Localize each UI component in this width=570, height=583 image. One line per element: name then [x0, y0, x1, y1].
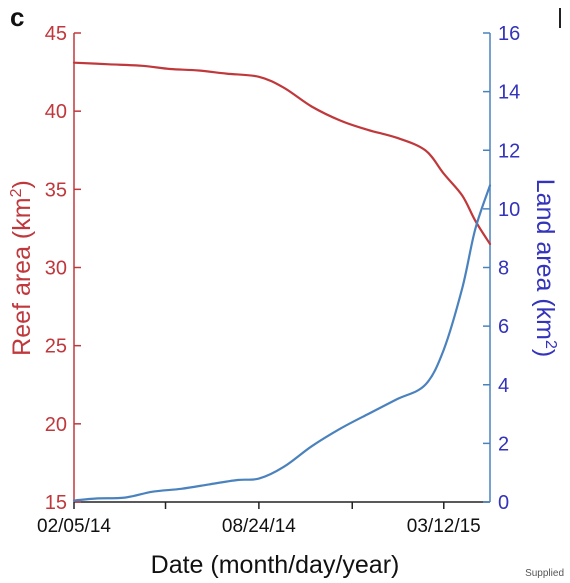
x-tick-label: 08/24/14 [222, 516, 296, 537]
credit-text: Supplied [525, 568, 564, 579]
reef-area-line [72, 61, 492, 246]
left-y-axis-label-text: Reef area (km [8, 197, 36, 355]
right-y-tick-label: 16 [498, 23, 520, 45]
right-y-tick-label: 14 [498, 82, 520, 104]
x-tick-label: 02/05/14 [37, 516, 111, 537]
left-y-tick-label: 15 [45, 492, 67, 514]
right-y-axis-label-tail: ) [531, 349, 559, 357]
right-y-axis-label-sup: 2 [542, 340, 559, 349]
left-y-tick-label: 25 [45, 336, 67, 358]
right-y-tick-label: 12 [498, 140, 520, 162]
right-y-ticks: 0 2 4 6 8 10 12 14 16 [483, 23, 520, 514]
x-ticks: 02/05/14 08/24/14 03/12/15 [37, 502, 481, 537]
panel-label: c [10, 2, 25, 32]
right-y-tick-label: 2 [498, 433, 509, 455]
left-y-tick-label: 30 [45, 258, 67, 280]
left-y-ticks: 15 20 25 30 35 40 45 [45, 23, 81, 514]
left-y-tick-label: 45 [45, 23, 67, 45]
edge-mark [559, 8, 561, 28]
x-axis-label: Date (month/day/year) [151, 551, 400, 579]
right-y-tick-label: 0 [498, 492, 509, 514]
left-y-tick-label: 35 [45, 179, 67, 201]
left-y-axis-label-sup: 2 [8, 188, 25, 197]
right-y-axis-label: Land area (km2) [531, 179, 559, 357]
plot-area [73, 33, 491, 503]
left-y-tick-label: 20 [45, 414, 67, 436]
right-y-axis-label-text: Land area (km [531, 179, 559, 340]
series-layer [72, 61, 492, 502]
right-y-tick-label: 10 [498, 199, 520, 221]
left-y-axis-label: Reef area (km2) [8, 180, 36, 356]
left-y-tick-label: 40 [45, 101, 67, 123]
right-y-tick-label: 8 [498, 258, 509, 280]
land-area-line [72, 184, 492, 502]
right-y-tick-label: 4 [498, 375, 509, 397]
right-y-tick-label: 6 [498, 316, 509, 338]
left-y-axis-label-tail: ) [8, 180, 36, 188]
x-tick-label: 03/12/15 [407, 516, 481, 537]
